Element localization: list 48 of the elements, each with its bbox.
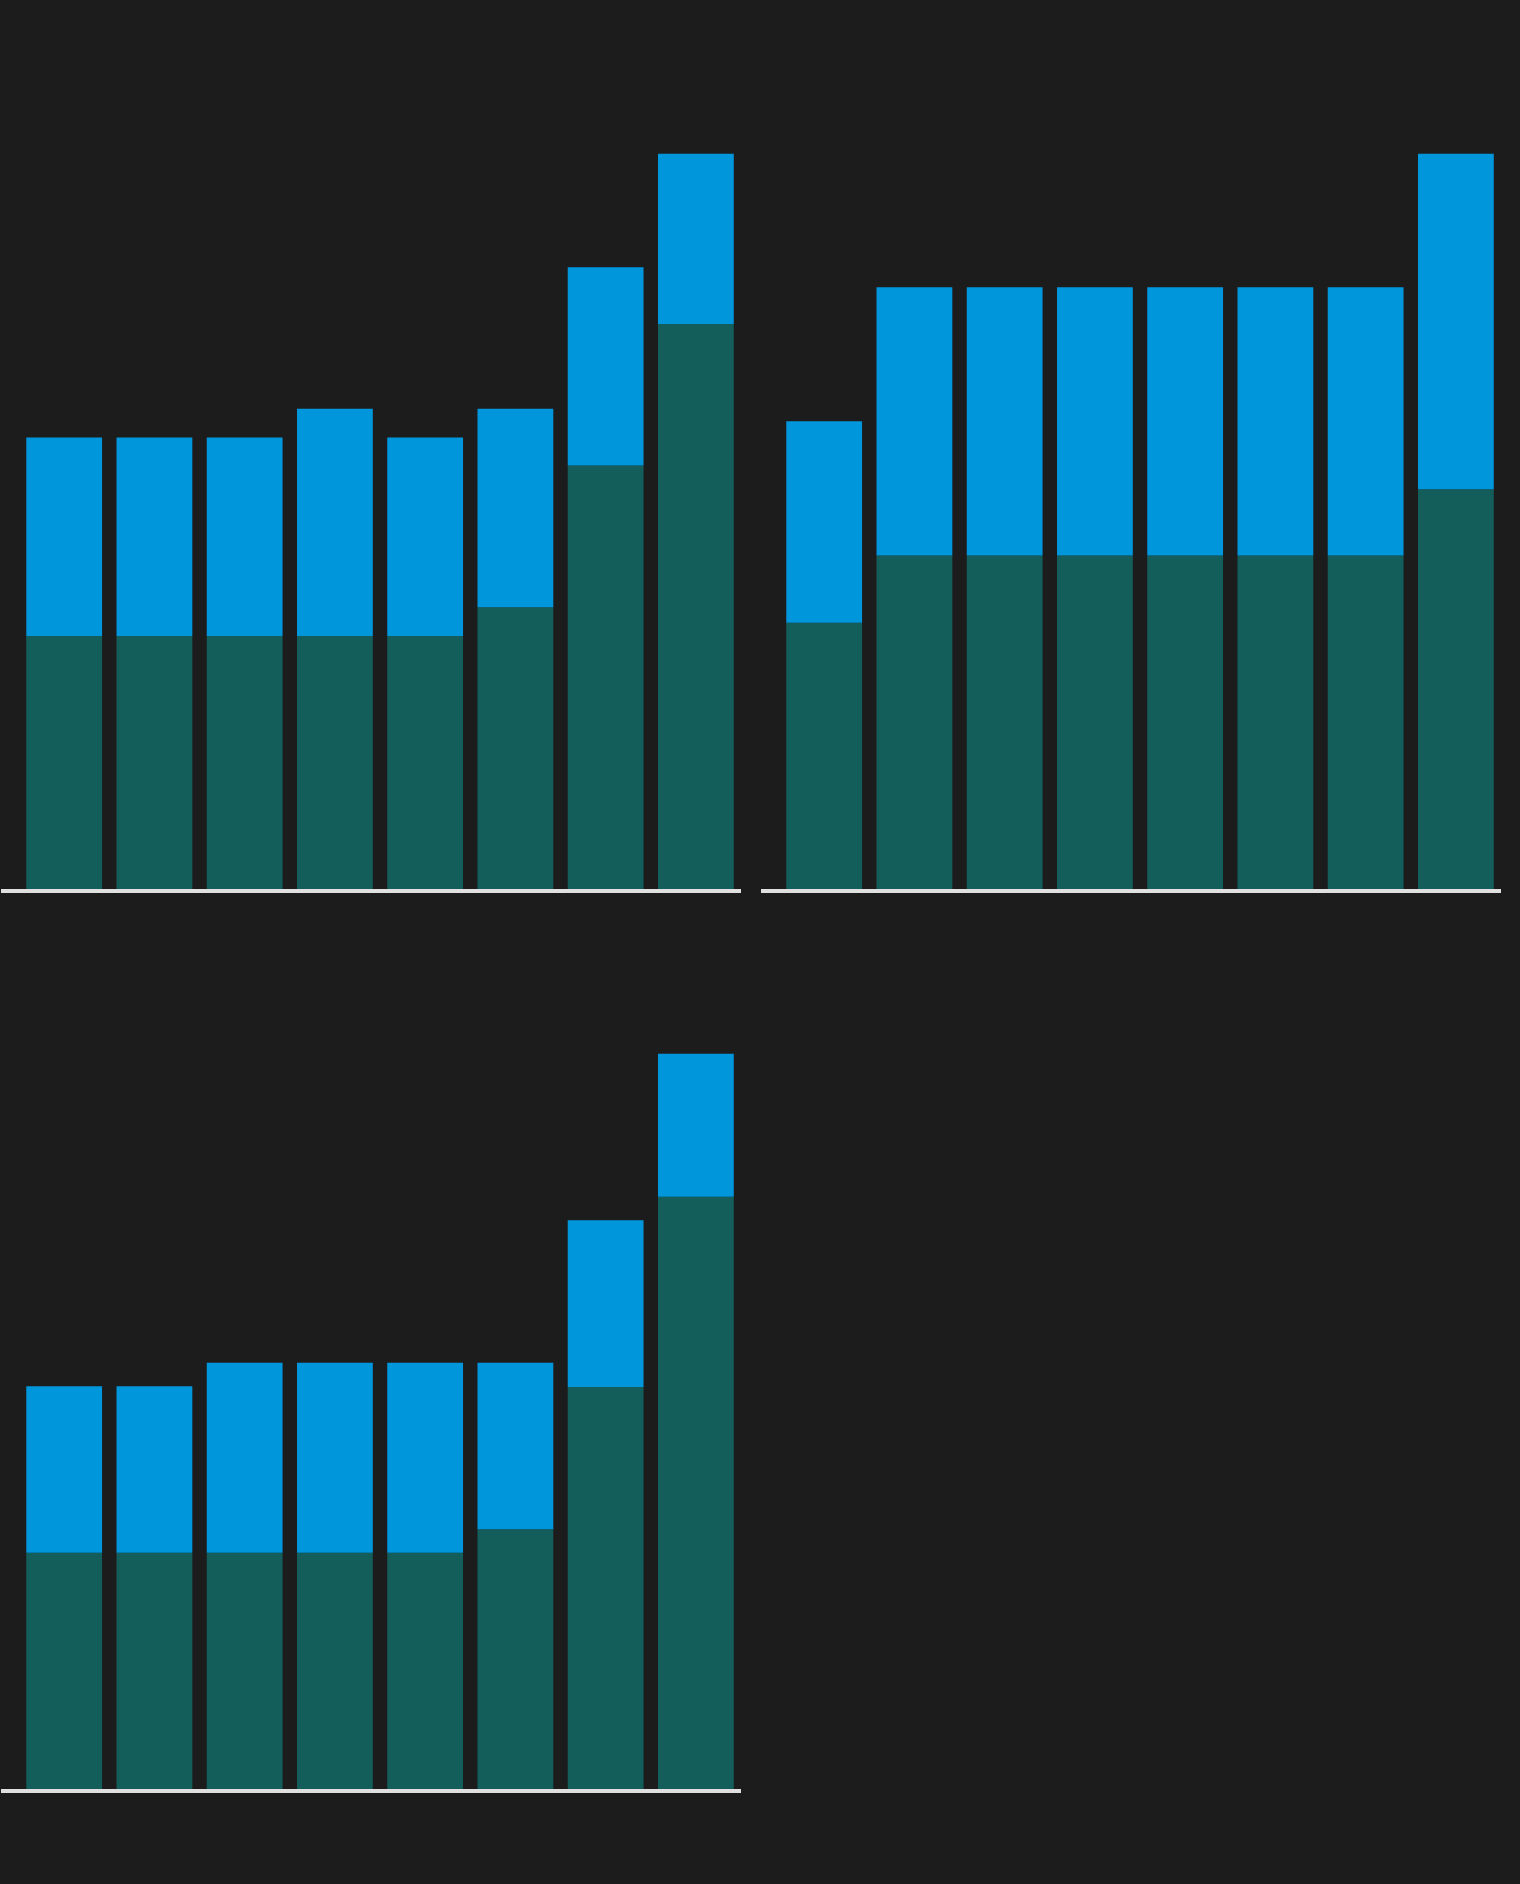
bar bbox=[387, 635, 464, 891]
bar bbox=[1057, 555, 1133, 891]
bar bbox=[876, 287, 953, 556]
bar bbox=[26, 1552, 103, 1791]
bar bbox=[876, 555, 953, 891]
bar bbox=[786, 421, 863, 623]
bar bbox=[26, 437, 103, 636]
bar bbox=[657, 324, 734, 891]
bar bbox=[1327, 287, 1404, 556]
bar bbox=[1057, 287, 1133, 556]
bar bbox=[1417, 489, 1494, 891]
bar bbox=[1147, 555, 1224, 891]
bar bbox=[206, 635, 283, 891]
bar bbox=[206, 437, 283, 636]
bar bbox=[26, 1386, 103, 1553]
bar bbox=[477, 1362, 554, 1530]
bar bbox=[477, 607, 554, 891]
bar bbox=[1147, 287, 1224, 556]
bar bbox=[786, 622, 863, 891]
bar bbox=[477, 1529, 554, 1791]
bar bbox=[116, 1552, 193, 1791]
bar bbox=[966, 287, 1043, 556]
bar bbox=[206, 1552, 283, 1791]
bar bbox=[206, 1362, 283, 1553]
bar bbox=[297, 635, 373, 891]
bar bbox=[26, 635, 103, 891]
bar bbox=[387, 437, 464, 636]
bar bbox=[1327, 555, 1404, 891]
bar bbox=[657, 153, 734, 325]
bar bbox=[657, 1053, 734, 1197]
bar bbox=[116, 1386, 193, 1553]
bar bbox=[297, 408, 373, 636]
bar bbox=[1237, 287, 1314, 556]
bar bbox=[966, 555, 1043, 891]
bar bbox=[657, 1196, 734, 1791]
bar bbox=[567, 1220, 644, 1387]
bar bbox=[116, 437, 193, 636]
bar bbox=[567, 267, 644, 466]
bar bbox=[297, 1552, 373, 1791]
bar bbox=[1417, 153, 1494, 490]
bar bbox=[567, 465, 644, 891]
bar bbox=[387, 1552, 464, 1791]
bar bbox=[567, 1386, 644, 1791]
bar bbox=[1237, 555, 1314, 891]
bar bbox=[387, 1362, 464, 1553]
bar bbox=[477, 408, 554, 608]
bar bbox=[116, 635, 193, 891]
bar bbox=[297, 1362, 373, 1553]
